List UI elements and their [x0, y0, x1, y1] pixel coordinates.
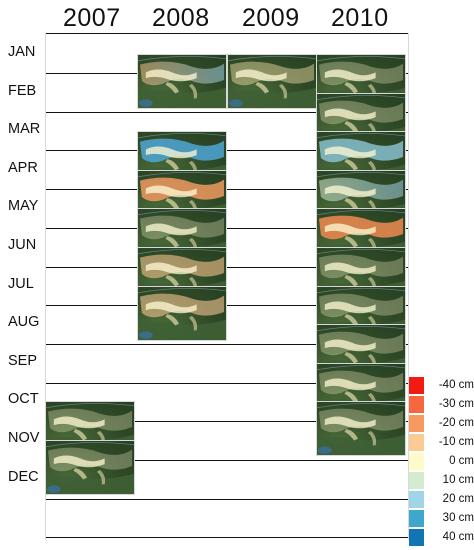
- legend-label: 40 cm: [442, 531, 474, 543]
- month-label-apr: APR: [8, 160, 38, 176]
- legend-label: 30 cm: [442, 512, 474, 524]
- legend-swatch: [409, 377, 424, 394]
- left-rule: [45, 33, 46, 540]
- top-rule: [45, 33, 408, 34]
- row-rule: [45, 460, 408, 461]
- row-rule: [45, 383, 408, 384]
- legend-swatch: [409, 434, 424, 451]
- legend-swatch: [409, 453, 424, 470]
- month-label-dec: DEC: [8, 469, 39, 485]
- legend-swatch: [409, 491, 424, 508]
- year-header-2010: 2010: [331, 4, 389, 32]
- legend-swatch: [409, 396, 424, 413]
- legend-label: 0 cm: [449, 455, 474, 467]
- row-rule: [45, 421, 408, 422]
- map-tile-2009-jan: [227, 54, 317, 109]
- month-label-mar: MAR: [8, 121, 41, 137]
- row-rule: [45, 537, 408, 538]
- legend-label: 10 cm: [442, 474, 474, 486]
- legend-swatch: [409, 529, 424, 546]
- map-tile-2008-jul: [137, 286, 227, 341]
- month-label-may: MAY: [8, 198, 39, 214]
- month-label-sep: SEP: [8, 353, 38, 369]
- map-tile-2008-jan: [137, 54, 227, 109]
- month-label-nov: NOV: [8, 430, 40, 446]
- row-rule: [45, 112, 408, 113]
- month-label-aug: AUG: [8, 314, 40, 330]
- legend-label: -10 cm: [438, 436, 474, 448]
- legend-swatch: [409, 415, 424, 432]
- year-header-2008: 2008: [152, 4, 210, 32]
- month-label-jan: JAN: [8, 44, 36, 60]
- row-rule: [45, 344, 408, 345]
- legend-swatch: [409, 472, 424, 489]
- year-header-2009: 2009: [242, 4, 300, 32]
- legend-label: -40 cm: [438, 379, 474, 391]
- legend-swatch: [409, 510, 424, 527]
- month-label-oct: OCT: [8, 391, 39, 407]
- month-label-jul: JUL: [8, 276, 34, 292]
- map-tile-2010-oct: [316, 401, 406, 456]
- legend-label: 20 cm: [442, 493, 474, 505]
- year-header-2007: 2007: [63, 4, 121, 32]
- map-tile-2007-nov: [45, 440, 135, 495]
- month-label-jun: JUN: [8, 237, 37, 253]
- row-rule: [45, 499, 408, 500]
- legend-label: -20 cm: [438, 417, 474, 429]
- month-label-feb: FEB: [8, 83, 37, 99]
- right-rule: [408, 33, 409, 540]
- legend-label: -30 cm: [438, 398, 474, 410]
